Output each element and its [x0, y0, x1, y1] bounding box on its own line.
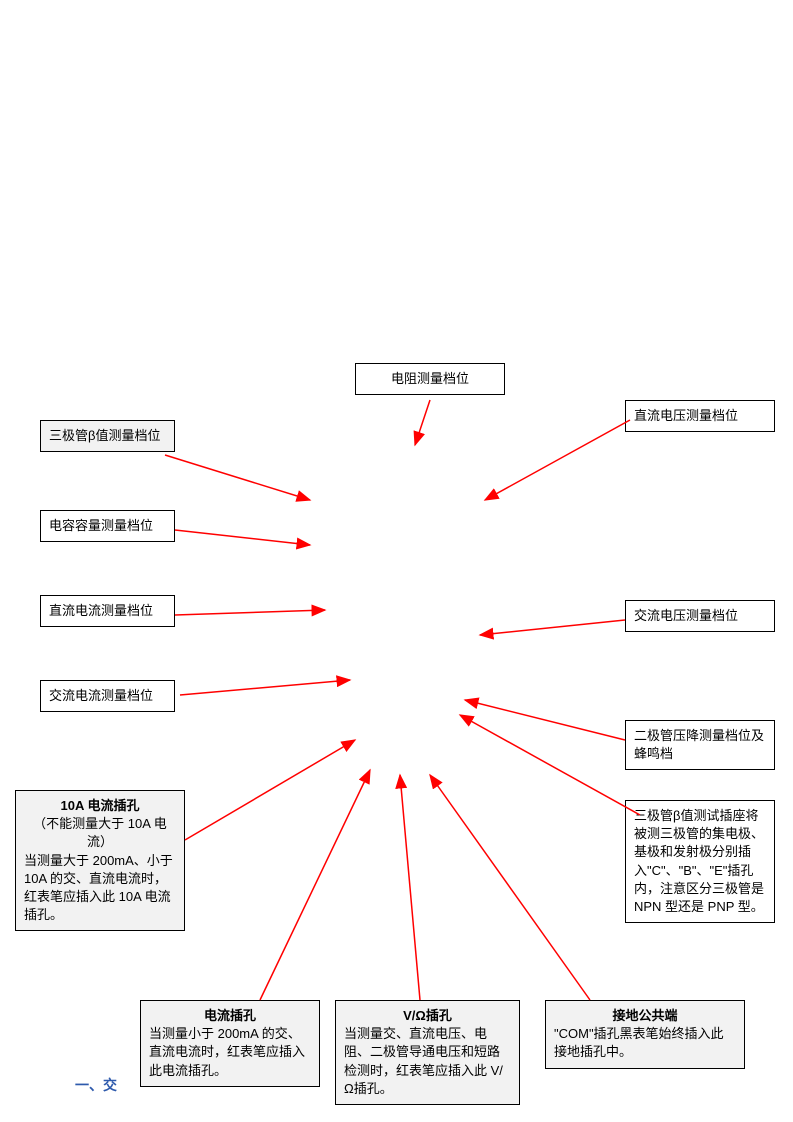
label: 二极管压降测量档位及蜂鸣档 — [634, 728, 764, 761]
arrow — [175, 530, 310, 545]
title: 电流插孔 — [149, 1007, 311, 1025]
text: 一、交 — [75, 1077, 117, 1093]
box-capacitance: 电容容量测量档位 — [40, 510, 175, 542]
box-resistance: 电阻测量档位 — [355, 363, 505, 395]
arrow — [180, 680, 350, 695]
arrow — [260, 770, 370, 1000]
body: 当测量交、直流电压、电阻、二极管导通电压和短路检测时，红表笔应插入此 V/Ω插孔… — [344, 1026, 503, 1096]
body: 当测量大于 200mA、小于 10A 的交、直流电流时，红表笔应插入此 10A … — [24, 853, 173, 923]
box-jack-10a: 10A 电流插孔 （不能测量大于 10A 电流） 当测量大于 200mA、小于 … — [15, 790, 185, 931]
label: 三极管β值测量档位 — [49, 428, 160, 443]
arrow — [485, 420, 630, 500]
body: 当测量小于 200mA 的交、直流电流时，红表笔应插入此电流插孔。 — [149, 1026, 305, 1077]
title: 10A 电流插孔 — [24, 797, 176, 815]
label: 直流电压测量档位 — [634, 408, 738, 423]
arrow — [430, 775, 590, 1000]
title: 接地公共端 — [554, 1007, 736, 1025]
label: 电阻测量档位 — [391, 371, 469, 386]
box-dc-voltage: 直流电压测量档位 — [625, 400, 775, 432]
arrow — [465, 700, 625, 740]
box-ac-current: 交流电流测量档位 — [40, 680, 175, 712]
arrow — [415, 400, 430, 445]
arrows-layer — [0, 0, 793, 1122]
arrow — [480, 620, 625, 635]
arrow — [165, 455, 310, 500]
body: "COM"插孔黑表笔始终插入此接地插孔中。 — [554, 1026, 724, 1059]
box-dc-current: 直流电流测量档位 — [40, 595, 175, 627]
label: 交流电压测量档位 — [634, 608, 738, 623]
box-beta-socket: 三极管β值测试插座将被测三极管的集电极、基极和发射极分别插入"C"、"B"、"E… — [625, 800, 775, 923]
box-jack-current: 电流插孔 当测量小于 200mA 的交、直流电流时，红表笔应插入此电流插孔。 — [140, 1000, 320, 1087]
box-jack-vohm: V/Ω插孔 当测量交、直流电压、电阻、二极管导通电压和短路检测时，红表笔应插入此… — [335, 1000, 520, 1105]
title: V/Ω插孔 — [344, 1007, 511, 1025]
label: 交流电流测量档位 — [49, 688, 153, 703]
label: 电容容量测量档位 — [49, 518, 153, 533]
footer-text: 一、交 — [75, 1075, 117, 1095]
arrow — [400, 775, 420, 1000]
arrow — [185, 740, 355, 840]
arrow — [460, 715, 640, 815]
box-ac-voltage: 交流电压测量档位 — [625, 600, 775, 632]
box-jack-com: 接地公共端 "COM"插孔黑表笔始终插入此接地插孔中。 — [545, 1000, 745, 1069]
label: 直流电流测量档位 — [49, 603, 153, 618]
box-transistor-beta: 三极管β值测量档位 — [40, 420, 175, 452]
box-diode: 二极管压降测量档位及蜂鸣档 — [625, 720, 775, 770]
body: 三极管β值测试插座将被测三极管的集电极、基极和发射极分别插入"C"、"B"、"E… — [634, 808, 764, 914]
sub: （不能测量大于 10A 电流） — [24, 815, 176, 851]
arrow — [175, 610, 325, 615]
